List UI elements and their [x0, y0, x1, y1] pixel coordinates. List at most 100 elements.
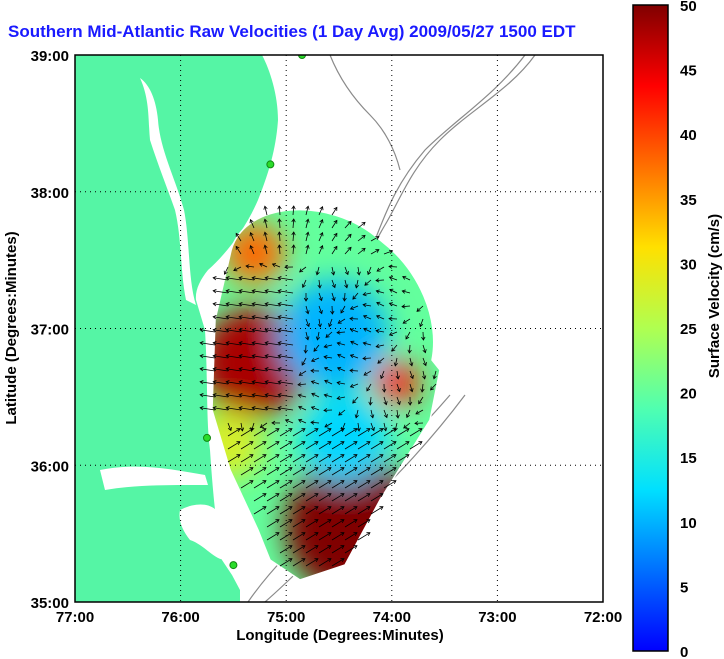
- velocity-arrow: [249, 232, 255, 242]
- velocity-arrow: [227, 454, 241, 463]
- velocity-arrow: [318, 232, 324, 242]
- velocity-arrow: [318, 545, 332, 554]
- velocity-arrow: [264, 315, 281, 320]
- velocity-arrow: [396, 383, 401, 393]
- velocity-arrow: [409, 370, 414, 380]
- velocity-arrow: [225, 406, 242, 411]
- velocity-arrow: [277, 244, 282, 255]
- y-tick-label: 37:00: [31, 322, 69, 339]
- velocity-arrow: [362, 314, 372, 320]
- velocity-arrow: [225, 367, 242, 372]
- velocity-arrow: [240, 467, 254, 476]
- velocity-arrow: [331, 454, 345, 463]
- velocity-arrow: [238, 289, 255, 294]
- velocity-arrow: [303, 292, 309, 302]
- velocity-arrow: [349, 305, 359, 310]
- velocity-arrow: [409, 428, 423, 437]
- velocity-arrow: [212, 406, 229, 411]
- velocity-arrow: [279, 519, 293, 528]
- velocity-arrow: [227, 441, 241, 450]
- velocity-arrow: [310, 380, 320, 385]
- velocity-arrow: [279, 428, 293, 437]
- velocity-arrow: [264, 380, 281, 385]
- albemarle-sound: [100, 466, 208, 490]
- velocity-region: [212, 409, 264, 480]
- velocity-arrow: [238, 302, 255, 307]
- velocity-arrow: [318, 506, 332, 515]
- velocity-arrow: [318, 519, 332, 528]
- velocity-arrow: [383, 480, 397, 489]
- velocity-arrow: [357, 506, 371, 515]
- velocity-arrow: [370, 493, 384, 502]
- velocity-arrow: [422, 370, 427, 380]
- velocity-arrow: [370, 422, 375, 432]
- x-tick-label: 77:00: [56, 609, 94, 626]
- velocity-arrow: [357, 467, 371, 476]
- velocity-arrow: [357, 234, 366, 242]
- velocity-arrow: [370, 441, 384, 450]
- velocity-arrow: [266, 467, 280, 476]
- velocity-arrow: [315, 331, 321, 341]
- velocity-arrow: [331, 232, 338, 242]
- velocity-arrow: [349, 328, 359, 333]
- velocity-arrow: [212, 380, 229, 385]
- velocity-arrow: [357, 221, 366, 229]
- velocity-arrow: [251, 302, 268, 307]
- velocity-arrow: [352, 292, 359, 300]
- velocity-arrow: [264, 276, 281, 281]
- velocity-arrow: [251, 367, 268, 372]
- pamlico-sound: [179, 504, 226, 560]
- velocity-arrow: [383, 454, 397, 463]
- velocity-arrow: [199, 367, 216, 372]
- velocity-arrow: [414, 421, 424, 426]
- velocity-arrow: [263, 205, 268, 216]
- velocity-arrow: [227, 428, 241, 437]
- velocity-arrow: [318, 206, 324, 216]
- velocity-arrow: [375, 278, 385, 283]
- velocity-arrow: [277, 276, 294, 281]
- heat-blobs: [212, 223, 425, 580]
- velocity-arrow: [279, 493, 293, 502]
- velocity-arrow: [263, 231, 268, 242]
- colorbar-label: Surface Velocity (cm/s): [706, 214, 723, 378]
- velocity-arrow: [318, 467, 332, 476]
- velocity-arrow: [253, 428, 267, 437]
- velocity-arrow: [305, 454, 319, 463]
- velocity-region: [299, 392, 390, 483]
- velocity-arrow: [430, 383, 437, 391]
- velocity-arrow: [344, 428, 358, 437]
- velocity-arrow: [318, 532, 332, 541]
- velocity-arrow: [331, 506, 345, 515]
- velocity-arrow: [331, 428, 345, 437]
- velocity-arrow: [240, 428, 254, 437]
- velocity-arrow: [354, 409, 359, 419]
- velocity-arrow: [331, 441, 345, 450]
- velocity-arrow: [401, 289, 411, 294]
- velocity-arrow: [238, 341, 255, 346]
- x-tick-labels: 77:00 76:00 75:00 74:00 73:00 72:00: [56, 609, 622, 626]
- velocity-arrow: [291, 218, 296, 229]
- velocity-arrow: [318, 441, 332, 450]
- velocity-arrow: [277, 302, 294, 307]
- velocity-arrow: [251, 276, 268, 281]
- velocity-arrow: [403, 422, 411, 429]
- velocity-arrow: [271, 263, 281, 268]
- velocity-arrow: [292, 545, 306, 554]
- velocity-arrow: [266, 506, 280, 515]
- velocity-arrow: [352, 396, 359, 404]
- velocity-arrow: [324, 379, 333, 385]
- velocity-arrow: [310, 420, 320, 425]
- velocity-arrow: [357, 493, 371, 502]
- velocity-arrow: [277, 406, 294, 411]
- velocity-arrow: [363, 370, 372, 376]
- velocity-arrow: [301, 357, 307, 366]
- velocity-arrow: [310, 406, 320, 411]
- x-tick-label: 75:00: [267, 609, 305, 626]
- velocity-arrow: [297, 418, 307, 424]
- velocity-arrow: [253, 467, 267, 476]
- velocity-arrow: [357, 247, 366, 255]
- velocity-arrow: [357, 428, 371, 437]
- map-area: [75, 55, 603, 602]
- velocity-arrow: [323, 355, 333, 360]
- hf-radar-stations: [203, 55, 307, 570]
